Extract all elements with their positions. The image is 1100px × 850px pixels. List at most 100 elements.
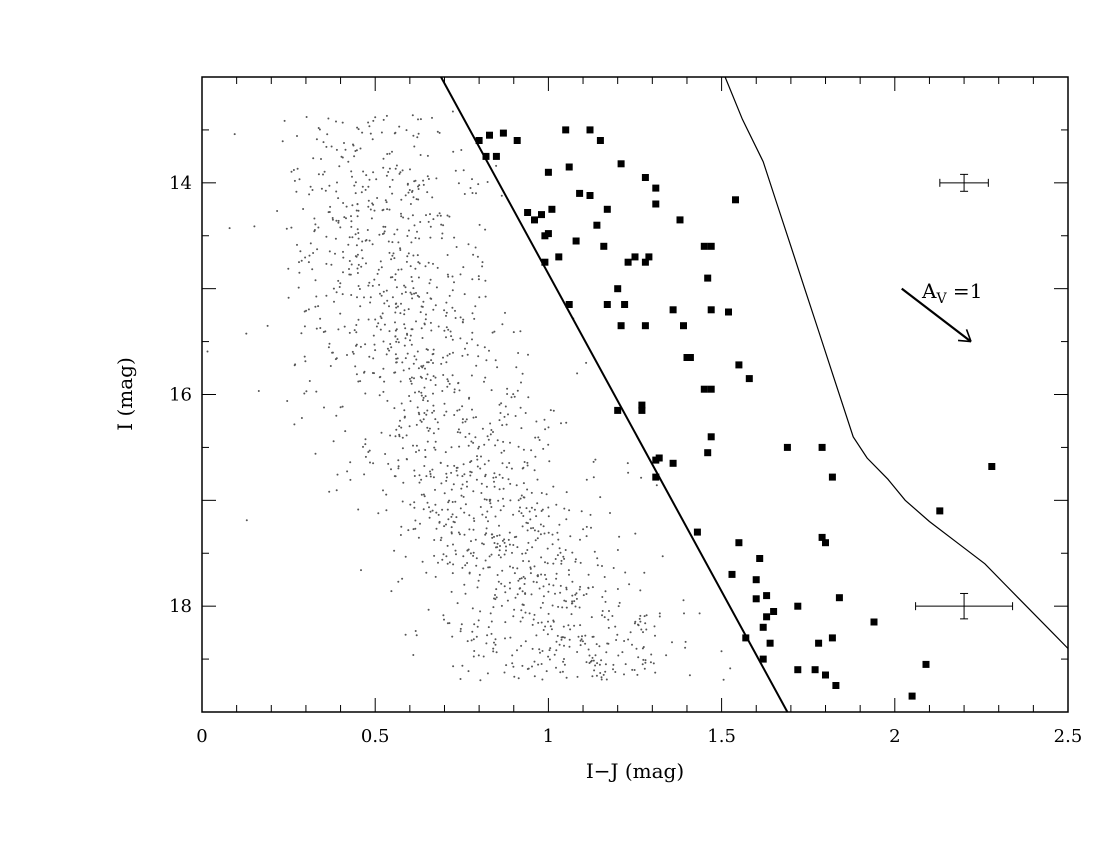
field-star bbox=[408, 395, 411, 397]
field-star bbox=[452, 665, 455, 668]
field-star bbox=[340, 155, 343, 158]
field-star bbox=[480, 482, 483, 485]
field-star bbox=[466, 562, 469, 564]
member-star bbox=[562, 126, 570, 134]
field-star bbox=[526, 529, 529, 532]
member-star bbox=[617, 160, 625, 168]
field-star bbox=[446, 464, 449, 467]
field-star bbox=[441, 558, 444, 561]
field-star bbox=[365, 239, 368, 241]
field-star bbox=[591, 586, 594, 589]
field-star bbox=[311, 189, 314, 191]
field-star bbox=[451, 338, 454, 341]
field-star bbox=[508, 462, 511, 464]
field-star bbox=[399, 419, 401, 422]
field-star bbox=[293, 423, 296, 426]
field-star bbox=[515, 535, 518, 538]
field-star bbox=[439, 461, 442, 464]
field-star bbox=[413, 377, 415, 380]
field-star bbox=[312, 252, 315, 254]
field-star bbox=[434, 503, 437, 506]
field-star bbox=[671, 641, 673, 644]
field-star bbox=[309, 242, 312, 245]
field-star bbox=[393, 549, 396, 552]
field-star bbox=[555, 577, 558, 580]
field-star bbox=[601, 614, 603, 617]
field-star bbox=[481, 265, 484, 268]
field-star bbox=[296, 135, 298, 137]
field-star bbox=[415, 198, 418, 201]
field-star bbox=[303, 310, 306, 313]
field-star bbox=[609, 512, 611, 514]
field-star bbox=[464, 592, 467, 595]
field-star bbox=[414, 527, 417, 530]
field-star bbox=[490, 553, 493, 556]
field-star bbox=[501, 539, 504, 542]
field-star bbox=[472, 528, 475, 531]
field-star bbox=[585, 478, 588, 481]
field-star bbox=[429, 321, 432, 324]
field-star bbox=[339, 226, 342, 229]
field-star bbox=[355, 244, 358, 247]
field-star bbox=[459, 316, 462, 319]
field-star bbox=[464, 436, 467, 438]
reddening-label: AV =1 bbox=[921, 279, 982, 307]
field-star bbox=[353, 329, 356, 332]
field-star bbox=[592, 659, 595, 662]
field-star bbox=[408, 377, 411, 380]
field-star bbox=[579, 639, 582, 642]
field-star bbox=[442, 374, 445, 376]
field-star bbox=[441, 232, 444, 235]
field-star bbox=[552, 485, 555, 488]
field-star bbox=[598, 663, 601, 666]
boundary-curve-line bbox=[724, 76, 1069, 649]
field-star bbox=[489, 612, 492, 615]
field-star bbox=[579, 644, 582, 647]
field-star bbox=[574, 558, 577, 561]
field-star bbox=[401, 577, 404, 580]
field-star bbox=[407, 217, 410, 220]
field-star bbox=[639, 620, 642, 623]
field-star bbox=[602, 673, 605, 676]
field-star bbox=[404, 357, 407, 360]
field-star bbox=[521, 616, 524, 619]
field-star bbox=[430, 297, 433, 300]
field-star bbox=[520, 381, 522, 384]
field-star bbox=[394, 335, 397, 338]
field-star bbox=[429, 475, 432, 478]
field-star bbox=[410, 382, 413, 385]
field-star bbox=[402, 481, 405, 484]
field-star bbox=[507, 478, 510, 481]
field-star bbox=[552, 620, 555, 623]
field-star bbox=[540, 510, 543, 512]
field-star bbox=[417, 188, 420, 190]
field-star bbox=[314, 223, 317, 226]
field-star bbox=[423, 465, 426, 467]
field-star bbox=[331, 217, 334, 219]
field-star bbox=[385, 201, 388, 204]
field-star bbox=[491, 533, 494, 536]
field-star bbox=[414, 237, 417, 239]
field-star bbox=[511, 654, 514, 657]
field-star bbox=[541, 601, 544, 604]
field-star bbox=[523, 496, 526, 499]
field-star bbox=[644, 659, 647, 662]
field-star bbox=[445, 314, 447, 317]
field-star bbox=[421, 337, 424, 339]
field-star bbox=[501, 424, 504, 427]
field-star bbox=[368, 125, 371, 128]
field-star bbox=[568, 645, 571, 648]
field-star bbox=[376, 272, 379, 275]
field-star bbox=[446, 508, 449, 511]
field-star bbox=[462, 555, 465, 558]
field-star bbox=[328, 184, 331, 187]
field-star bbox=[448, 561, 451, 564]
field-star bbox=[360, 249, 363, 252]
member-star bbox=[908, 692, 916, 700]
field-star bbox=[330, 145, 333, 148]
field-star bbox=[467, 444, 470, 447]
field-star bbox=[304, 360, 307, 363]
selection-cut-line bbox=[440, 76, 789, 713]
field-star bbox=[396, 338, 399, 341]
field-star bbox=[565, 518, 568, 521]
